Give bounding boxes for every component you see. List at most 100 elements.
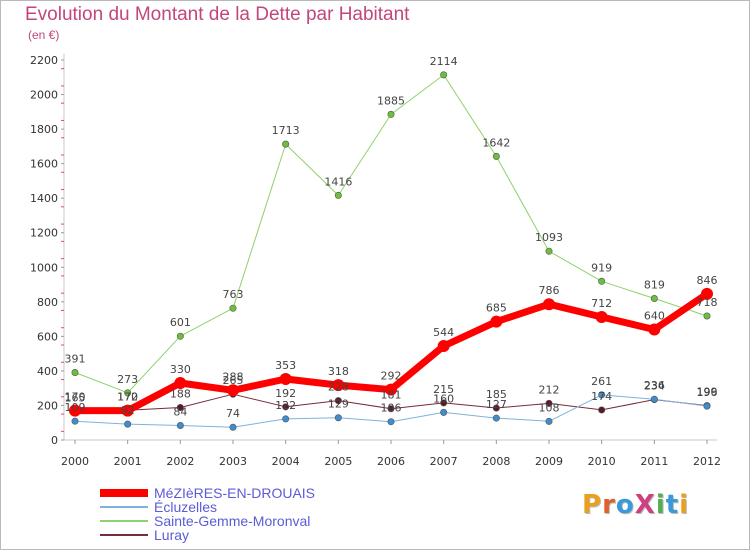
y-tick-label: 2200 <box>30 54 58 67</box>
data-label: 228 <box>328 381 349 394</box>
data-label: 196 <box>697 386 718 399</box>
data-point <box>227 384 239 397</box>
data-label: 292 <box>381 370 402 383</box>
data-point <box>387 405 395 413</box>
data-point <box>598 406 606 414</box>
data-point <box>282 140 290 148</box>
data-point <box>440 399 448 407</box>
data-label: 192 <box>275 387 296 400</box>
data-label: 170 <box>65 391 86 404</box>
data-point <box>71 417 79 425</box>
data-point <box>334 191 342 199</box>
data-label: 353 <box>275 359 296 372</box>
data-point <box>176 332 184 340</box>
data-label: 846 <box>697 274 718 287</box>
data-point <box>229 423 237 431</box>
y-tick-label: 800 <box>37 296 58 309</box>
series-layer <box>69 71 713 431</box>
data-label: 1093 <box>535 231 563 244</box>
logo-letter: X <box>634 490 656 520</box>
x-tick-label: 2011 <box>640 455 668 468</box>
legend-swatch <box>100 489 148 497</box>
data-point <box>595 311 608 324</box>
data-label: 273 <box>117 373 138 386</box>
data-label: 129 <box>328 398 349 411</box>
data-label: 84 <box>173 405 187 418</box>
data-label: 2114 <box>430 55 458 68</box>
data-point <box>121 404 134 417</box>
data-point <box>282 415 290 423</box>
data-label: 127 <box>486 398 507 411</box>
data-point <box>545 399 553 407</box>
series-ecluzelles <box>71 391 711 431</box>
logo-letter: r <box>602 490 616 520</box>
data-label: 236 <box>644 379 665 392</box>
data-point <box>437 340 450 353</box>
data-label: 288 <box>223 370 244 383</box>
data-point <box>176 404 184 412</box>
y-tick-label: 200 <box>37 399 58 412</box>
x-tick-label: 2002 <box>166 455 194 468</box>
data-point <box>334 414 342 422</box>
data-label: 74 <box>226 407 240 420</box>
data-label: 763 <box>223 288 244 301</box>
x-tick-label: 2008 <box>482 455 510 468</box>
y-tick-label: 400 <box>37 365 58 378</box>
data-point <box>650 295 658 303</box>
data-label: 261 <box>591 375 612 388</box>
x-tick-label: 2006 <box>377 455 405 468</box>
data-point <box>598 391 606 399</box>
data-label: 215 <box>433 383 454 396</box>
data-point <box>545 247 553 255</box>
x-tick-label: 2009 <box>535 455 563 468</box>
data-point <box>282 403 290 411</box>
legend-item-mezieres-en-drouais: MéZIèRES-EN-DROUAIS <box>100 486 315 500</box>
x-tick-label: 2003 <box>219 455 247 468</box>
series-sainte-gemme-moronval <box>71 71 711 397</box>
legend: MéZIèRES-EN-DROUAIS Écluzelles Sainte-Gemm… <box>100 486 315 542</box>
data-point <box>598 277 606 285</box>
data-label: 122 <box>275 399 296 412</box>
data-label: 165 <box>65 392 86 405</box>
data-label: 1416 <box>324 175 352 188</box>
data-point <box>703 402 711 410</box>
data-point <box>440 71 448 79</box>
data-label: 234 <box>644 380 665 393</box>
data-label: 330 <box>170 363 191 376</box>
data-point <box>490 315 503 328</box>
data-point <box>332 379 345 392</box>
data-label: 712 <box>591 297 612 310</box>
data-label: 1642 <box>482 136 510 149</box>
x-tick-label: 2007 <box>430 455 458 468</box>
data-point <box>124 420 132 428</box>
x-tick-label: 2001 <box>114 455 142 468</box>
data-label: 172 <box>117 390 138 403</box>
chart-axes: 0 200 400 600 800 1000 1200 1400 1600 1800 2000 220… <box>30 54 721 468</box>
x-tick-label: 2005 <box>324 455 352 468</box>
proxiti-logo: ProXiti <box>582 490 689 520</box>
data-label: 718 <box>697 296 718 309</box>
y-tick-label: 1600 <box>30 158 58 171</box>
data-label: 819 <box>644 279 665 292</box>
data-point <box>387 418 395 426</box>
legend-label: MéZIèRES-EN-DROUAIS <box>154 485 316 501</box>
data-label: 108 <box>539 401 560 414</box>
logo-letter: o <box>615 490 635 520</box>
y-tick-label: 1400 <box>30 192 58 205</box>
legend-item-luray: Luray <box>100 528 315 542</box>
data-point <box>440 408 448 416</box>
y-tick-label: 1000 <box>30 261 58 274</box>
y-tick-label: 2000 <box>30 89 58 102</box>
data-label: 109 <box>65 401 86 414</box>
x-tick-label: 2000 <box>61 455 89 468</box>
legend-swatch <box>100 534 148 536</box>
data-label: 106 <box>381 402 402 415</box>
data-label: 212 <box>539 383 560 396</box>
data-point <box>492 404 500 412</box>
data-point <box>387 110 395 118</box>
data-point <box>648 323 661 336</box>
legend-label: Écluzelles <box>154 499 218 515</box>
data-point <box>279 373 292 386</box>
